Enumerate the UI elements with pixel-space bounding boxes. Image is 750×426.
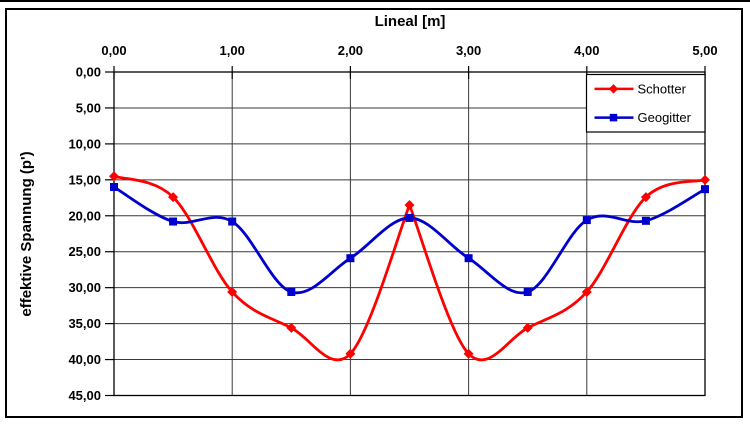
y-tick-label: 20,00 bbox=[68, 208, 101, 223]
y-tick-label: 25,00 bbox=[68, 244, 101, 259]
y-tick-label: 40,00 bbox=[68, 352, 101, 367]
window-edge-line bbox=[0, 0, 750, 2]
y-tick-label: 5,00 bbox=[76, 100, 101, 115]
axis-ticks bbox=[105, 66, 706, 397]
data-point-marker bbox=[640, 192, 651, 203]
data-point-marker bbox=[168, 192, 179, 203]
y-tick-label: 15,00 bbox=[68, 172, 101, 187]
legend-label: Schotter bbox=[638, 81, 687, 96]
series-geogitter bbox=[110, 183, 709, 296]
data-point-marker bbox=[227, 286, 238, 297]
data-series bbox=[109, 171, 710, 362]
series-line bbox=[408, 178, 707, 362]
gridlines bbox=[113, 71, 706, 397]
data-point-marker bbox=[345, 348, 356, 359]
data-point-marker bbox=[287, 287, 296, 296]
data-point-marker bbox=[522, 322, 533, 333]
x-tick-label: 1,00 bbox=[220, 43, 245, 58]
legend-entry: Schotter bbox=[594, 81, 687, 96]
plot-border bbox=[113, 71, 706, 397]
data-point-marker bbox=[464, 254, 473, 263]
x-tick-label: 5,00 bbox=[692, 43, 717, 58]
y-tick-label: 35,00 bbox=[68, 316, 101, 331]
data-point-marker bbox=[609, 113, 618, 122]
data-point-marker bbox=[109, 171, 119, 182]
data-point-marker bbox=[582, 216, 591, 225]
y-tick-label: 45,00 bbox=[68, 388, 101, 403]
data-point-marker bbox=[405, 213, 414, 222]
legend-entry: Geogitter bbox=[594, 110, 692, 125]
legend-box bbox=[585, 73, 706, 133]
data-point-marker bbox=[404, 199, 415, 210]
data-point-marker bbox=[700, 174, 710, 185]
y-tick-label: 10,00 bbox=[68, 136, 101, 151]
data-point-marker bbox=[641, 216, 650, 225]
x-axis-title: Lineal [m] bbox=[375, 13, 446, 30]
data-point-marker bbox=[110, 183, 118, 192]
x-tick-label: 0,00 bbox=[101, 43, 126, 58]
data-point-marker bbox=[701, 185, 709, 194]
data-point-marker bbox=[286, 322, 297, 333]
series-schotter bbox=[109, 171, 710, 362]
legend: Schotter Geogitter bbox=[585, 73, 706, 133]
data-point-marker bbox=[169, 217, 178, 226]
data-point-marker bbox=[463, 348, 474, 359]
series-line bbox=[112, 174, 411, 362]
data-point-marker bbox=[608, 84, 619, 94]
x-tick-label: 3,00 bbox=[456, 43, 481, 58]
y-axis-title: effektive Spannung (p') bbox=[18, 151, 35, 316]
axis-tick-labels: 0,00 1,00 2,00 3,00 4,00 5,00 0,00 5,00 10,00 15,… bbox=[68, 43, 717, 403]
data-point-marker bbox=[581, 286, 592, 297]
y-tick-label: 30,00 bbox=[68, 280, 101, 295]
data-point-marker bbox=[523, 287, 532, 296]
data-point-marker bbox=[228, 217, 237, 226]
y-tick-label: 0,00 bbox=[76, 65, 101, 80]
legend-label: Geogitter bbox=[638, 110, 692, 125]
data-point-marker bbox=[346, 254, 355, 263]
x-tick-label: 4,00 bbox=[574, 43, 599, 58]
x-tick-label: 2,00 bbox=[338, 43, 363, 58]
